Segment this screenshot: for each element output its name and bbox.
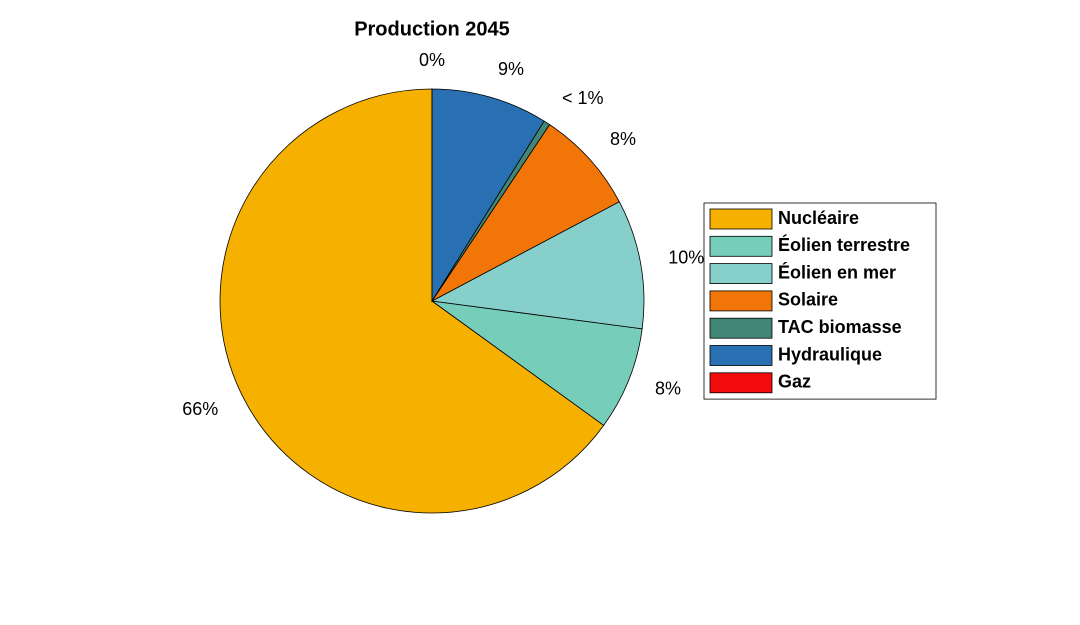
- data-label: 66%: [182, 399, 218, 419]
- data-label: 8%: [610, 129, 636, 149]
- data-label: 9%: [498, 59, 524, 79]
- legend-swatch: [709, 208, 773, 230]
- legend-swatch: [709, 372, 773, 394]
- data-label: 8%: [655, 379, 681, 399]
- legend-swatch: [709, 235, 773, 257]
- pie-slice: [430, 201, 645, 330]
- legend-label: Gaz: [778, 372, 811, 392]
- legend-label: Éolien terrestre: [778, 234, 910, 255]
- pie-slice: [431, 124, 620, 302]
- legend-label: Nucléaire: [778, 208, 859, 228]
- chart-title: Production 2045: [354, 18, 510, 40]
- pie-slice: [431, 300, 643, 426]
- legend-swatch: [709, 317, 773, 339]
- legend-swatch: [709, 345, 773, 366]
- pie-slice: [431, 88, 545, 303]
- legend-label: Solaire: [778, 290, 838, 310]
- data-label: < 1%: [562, 88, 604, 108]
- legend-swatch: [709, 290, 773, 312]
- legend-label: Éolien en mer: [778, 261, 896, 282]
- data-label: 0%: [419, 50, 445, 70]
- data-label: 10%: [668, 247, 704, 267]
- pie-slice: [219, 88, 605, 514]
- legend-swatch: [709, 263, 773, 285]
- legend-label: TAC biomasse: [778, 317, 902, 337]
- legend-label: Hydraulique: [778, 344, 882, 364]
